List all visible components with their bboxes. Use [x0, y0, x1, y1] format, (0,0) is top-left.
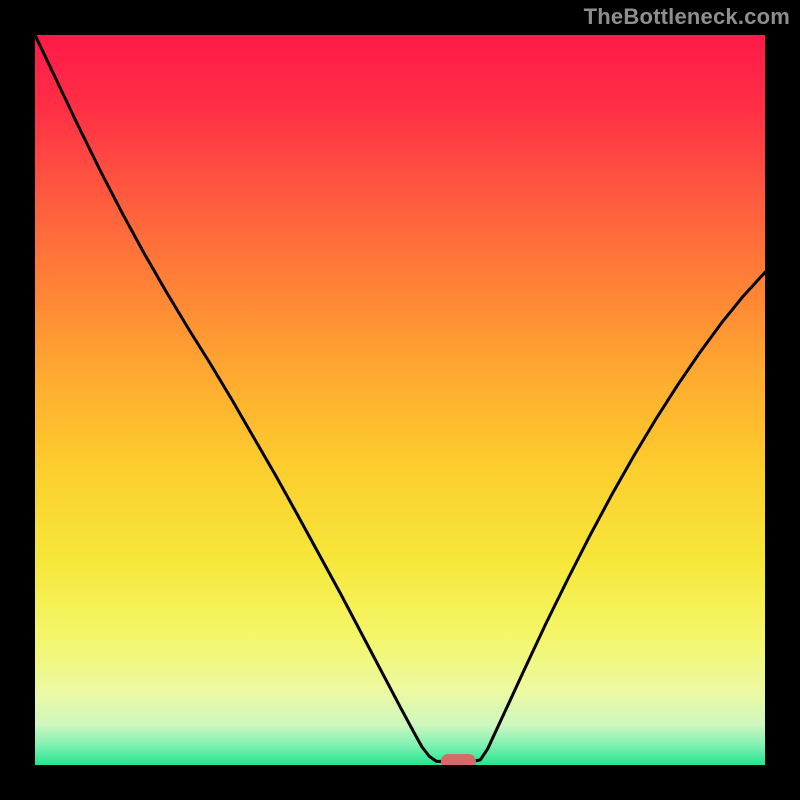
watermark-text: TheBottleneck.com	[584, 4, 790, 30]
bottleneck-chart	[35, 35, 765, 765]
chart-frame: TheBottleneck.com	[0, 0, 800, 800]
chart-background	[35, 35, 765, 765]
optimum-marker	[441, 754, 476, 765]
